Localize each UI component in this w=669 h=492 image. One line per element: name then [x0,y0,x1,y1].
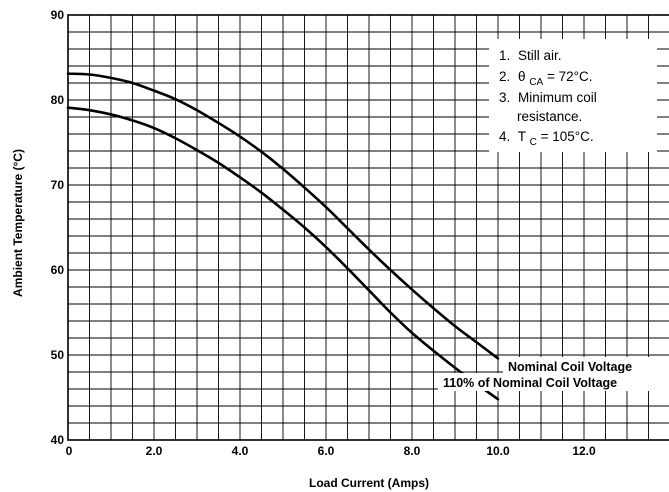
x-tick-label: 8.0 [404,444,421,458]
note-4: 4. T C = 105°C. [499,129,594,148]
note-3: 3. Minimum coil [499,90,597,105]
note-4-subscript: C [530,137,537,148]
y-axis-title: Ambient Temperature (°C) [11,149,25,297]
note-3-continued: resistance. [517,109,582,124]
y-tick-label: 90 [51,8,65,22]
note-2-subscript: CA [529,77,543,88]
series-1-label: Nominal Coil Voltage [508,360,632,374]
note-3-text: Minimum coil [518,90,597,105]
note-1-number: 1. [499,48,510,63]
notes-box: 1. Still air. 2. θ CA = 72°C. 3. Minimum… [489,39,657,152]
x-tick-label: 12.0 [572,444,596,458]
y-tick-label: 80 [51,93,65,107]
series-2-label-background [438,373,669,391]
tick-labels: 0 2.0 4.0 6.0 8.0 10.0 12.0 40 50 60 70 80 90 [51,8,596,458]
x-tick-label: 4.0 [232,444,249,458]
y-tick-label: 70 [51,178,65,192]
note-2-symbol: θ [518,69,526,84]
series-1-label-background [503,357,669,375]
plot-frame [67,14,669,441]
note-4-number: 4. [499,129,510,144]
x-tick-label: 0 [66,444,73,458]
x-tick-label: 6.0 [318,444,335,458]
x-tick-label: 2.0 [146,444,163,458]
curve-labels: Nominal Coil Voltage 110% of Nominal Coi… [438,357,669,391]
series-line-1 [66,72,500,360]
x-axis-title: Load Current (Amps) [309,476,429,490]
y-tick-label: 60 [51,263,65,277]
note-2-number: 2. [499,69,510,84]
y-tick-label: 40 [51,433,65,447]
note-4-symbol: T [518,129,526,144]
note-4-text: = 105°C. [541,129,594,144]
series-line-2 [66,106,500,401]
x-tick-label: 10.0 [486,444,510,458]
note-2-text: = 72°C. [547,69,593,84]
y-tick-label: 50 [51,348,65,362]
note-1-text: Still air. [518,48,562,63]
notes-background [489,39,657,152]
curves [66,72,500,401]
series-2-label: 110% of Nominal Coil Voltage [443,376,617,390]
note-1: 1. Still air. [499,48,562,63]
note-3-number: 3. [499,90,510,105]
note-2: 2. θ CA = 72°C. [499,69,593,88]
